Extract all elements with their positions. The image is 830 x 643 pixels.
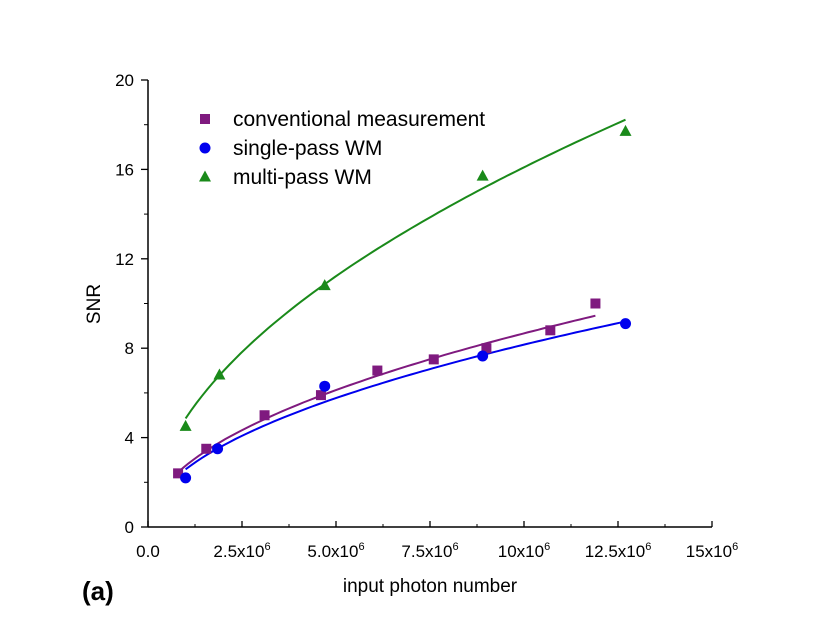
y-tick-label: 0 (125, 518, 134, 537)
fit-curve-single-pass-wm (185, 320, 626, 471)
y-tick-labels: 0 4 8 12 16 20 (115, 71, 134, 537)
legend-label: conventional measurement (233, 108, 485, 131)
data-point-circle (319, 380, 331, 392)
fit-curves (177, 118, 626, 473)
x-tick-exponent: 6 (358, 541, 364, 553)
data-point-square (545, 325, 556, 336)
x-tick-exponent: 6 (544, 541, 550, 553)
data-point-square (201, 443, 212, 454)
x-tick-exponent: 6 (732, 541, 738, 553)
data-point-triangle (179, 419, 192, 431)
x-tick-label: 2.5x106 (213, 541, 270, 561)
x-tick-label: 15x106 (686, 541, 738, 561)
x-tick-mantissa: 2.5x10 (213, 542, 264, 561)
data-point-triangle (619, 124, 632, 136)
x-tick-mantissa: 5.0x10 (307, 542, 358, 561)
ticks (141, 79, 713, 528)
y-tick-label: 8 (125, 339, 134, 358)
x-tick-label: 0.0 (136, 542, 160, 561)
legend-marker-circle (199, 142, 211, 154)
data-point-circle (477, 350, 489, 362)
legend-marker-square (200, 114, 210, 124)
x-tick-mantissa: 10x10 (498, 542, 544, 561)
y-axis-title: SNR (84, 284, 105, 324)
data-point-triangle (213, 368, 226, 380)
x-tick-mantissa: 15x10 (686, 542, 732, 561)
data-point-square (173, 468, 184, 479)
x-tick-label: 12.5x106 (585, 541, 652, 561)
data-points (173, 124, 632, 484)
x-tick-exponent: 6 (264, 541, 270, 553)
x-tick-labels: 0.0 2.5x106 5.0x106 7.5x106 10x106 12.5x106 15… (136, 541, 738, 561)
x-tick-label: 7.5x106 (401, 541, 458, 561)
y-tick-label: 16 (115, 160, 134, 179)
data-point-square (372, 365, 383, 376)
data-point-circle (620, 318, 632, 330)
panel-label: (a) (82, 576, 114, 606)
data-point-circle (180, 472, 192, 484)
x-tick-mantissa: 7.5x10 (401, 542, 452, 561)
legend-label: single-pass WM (233, 137, 382, 160)
x-tick-exponent: 6 (645, 541, 651, 553)
data-point-triangle (476, 169, 489, 181)
data-point-triangle (318, 279, 331, 291)
legend-label: multi-pass WM (233, 166, 372, 189)
x-tick-label: 5.0x106 (307, 541, 364, 561)
data-point-square (481, 343, 492, 354)
data-point-circle (212, 443, 224, 455)
y-tick-label: 12 (115, 250, 134, 269)
data-point-square (428, 354, 439, 365)
data-point-square (315, 390, 326, 401)
x-tick-mantissa: 0.0 (136, 542, 160, 561)
x-tick-exponent: 6 (452, 541, 458, 553)
legend-marker-triangle (199, 170, 211, 182)
legend: conventional measurement single-pass WM mu… (199, 108, 485, 189)
data-point-square (590, 298, 601, 309)
x-tick-mantissa: 12.5x10 (585, 542, 646, 561)
fit-curve-multi-pass-wm (184, 118, 626, 419)
x-axis-title: input photon number (343, 576, 518, 597)
y-tick-label: 4 (125, 429, 134, 448)
x-tick-label: 10x106 (498, 541, 550, 561)
y-tick-label: 20 (115, 71, 134, 90)
fit-curve-conventional-measurement (177, 314, 596, 473)
data-point-square (259, 410, 270, 421)
